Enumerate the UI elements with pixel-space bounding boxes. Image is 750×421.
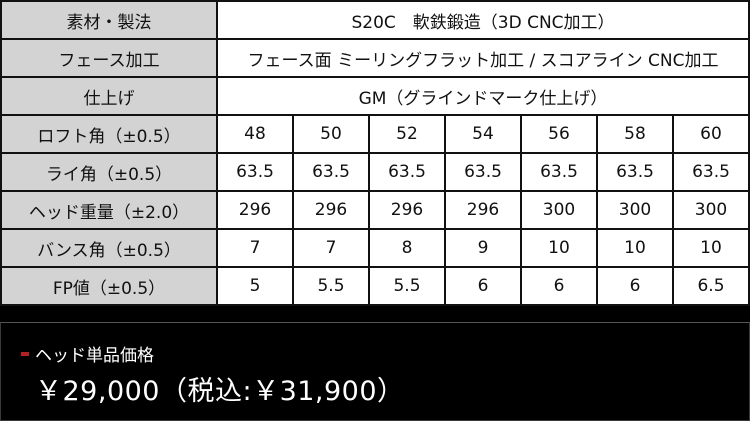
price-title: ヘッド単品価格 [21, 341, 154, 366]
cell-value: 300 [596, 190, 674, 230]
cell-value: 300 [672, 190, 750, 230]
cell-value: 63.5 [444, 152, 522, 192]
row-value: GM（グラインドマーク仕上げ） [216, 76, 750, 116]
cell-value: 63.5 [216, 152, 294, 192]
cell-value: 296 [444, 190, 522, 230]
spec-row: ロフト角（±0.5） 48 50 52 54 56 58 60 [0, 114, 750, 154]
cell-value: 7 [216, 228, 294, 268]
row-label: フェース加工 [0, 38, 218, 78]
cell-value: 8 [368, 228, 446, 268]
cell-value: 63.5 [596, 152, 674, 192]
cell-value: 296 [216, 190, 294, 230]
cell-value: 48 [216, 114, 294, 154]
spec-row: ライ角（±0.5） 63.5 63.5 63.5 63.5 63.5 63.5 63.5 [0, 152, 750, 192]
cell-value: 63.5 [672, 152, 750, 192]
cell-value: 10 [520, 228, 598, 268]
cell-value: 56 [520, 114, 598, 154]
row-label: FP値（±0.5） [0, 266, 218, 306]
spec-row: バンス角（±0.5） 7 7 8 9 10 10 10 [0, 228, 750, 268]
cell-value: 9 [444, 228, 522, 268]
spec-row: 仕上げ GM（グラインドマーク仕上げ） [0, 76, 750, 116]
cell-value: 5.5 [368, 266, 446, 306]
row-label: バンス角（±0.5） [0, 228, 218, 268]
cell-value: 63.5 [520, 152, 598, 192]
spec-table: 素材・製法 S20C 軟鉄鍛造（3D CNC加工） フェース加工 フェース面 ミーリン… [0, 0, 750, 306]
cell-value: 5 [216, 266, 294, 306]
bullet-icon [21, 351, 29, 356]
cell-value: 10 [596, 228, 674, 268]
cell-value: 54 [444, 114, 522, 154]
cell-value: 60 [672, 114, 750, 154]
price-title-text: ヘッド単品価格 [35, 346, 154, 366]
cell-value: 6 [520, 266, 598, 306]
cell-value: 58 [596, 114, 674, 154]
row-label: ヘッド重量（±2.0） [0, 190, 218, 230]
row-value: フェース面 ミーリングフラット加工 / スコアライン CNC加工 [216, 38, 750, 78]
cell-value: 6 [596, 266, 674, 306]
price-value: ￥29,000（税込:￥31,900） [35, 376, 405, 407]
row-label: 仕上げ [0, 76, 218, 116]
spec-row: フェース加工 フェース面 ミーリングフラット加工 / スコアライン CNC加工 [0, 38, 750, 78]
cell-value: 50 [292, 114, 370, 154]
row-label: ライ角（±0.5） [0, 152, 218, 192]
cell-value: 5.5 [292, 266, 370, 306]
spec-row: FP値（±0.5） 5 5.5 5.5 6 6 6 6.5 [0, 266, 750, 306]
cell-value: 6 [444, 266, 522, 306]
row-label: ロフト角（±0.5） [0, 114, 218, 154]
cell-value: 10 [672, 228, 750, 268]
price-panel: ヘッド単品価格 ￥29,000（税込:￥31,900） [0, 322, 750, 421]
row-value: S20C 軟鉄鍛造（3D CNC加工） [216, 0, 750, 40]
cell-value: 63.5 [292, 152, 370, 192]
cell-value: 7 [292, 228, 370, 268]
cell-value: 296 [292, 190, 370, 230]
cell-value: 300 [520, 190, 598, 230]
cell-value: 6.5 [672, 266, 750, 306]
cell-value: 52 [368, 114, 446, 154]
spec-row: 素材・製法 S20C 軟鉄鍛造（3D CNC加工） [0, 0, 750, 40]
cell-value: 63.5 [368, 152, 446, 192]
spec-row: ヘッド重量（±2.0） 296 296 296 296 300 300 300 [0, 190, 750, 230]
cell-value: 296 [368, 190, 446, 230]
row-label: 素材・製法 [0, 0, 218, 40]
